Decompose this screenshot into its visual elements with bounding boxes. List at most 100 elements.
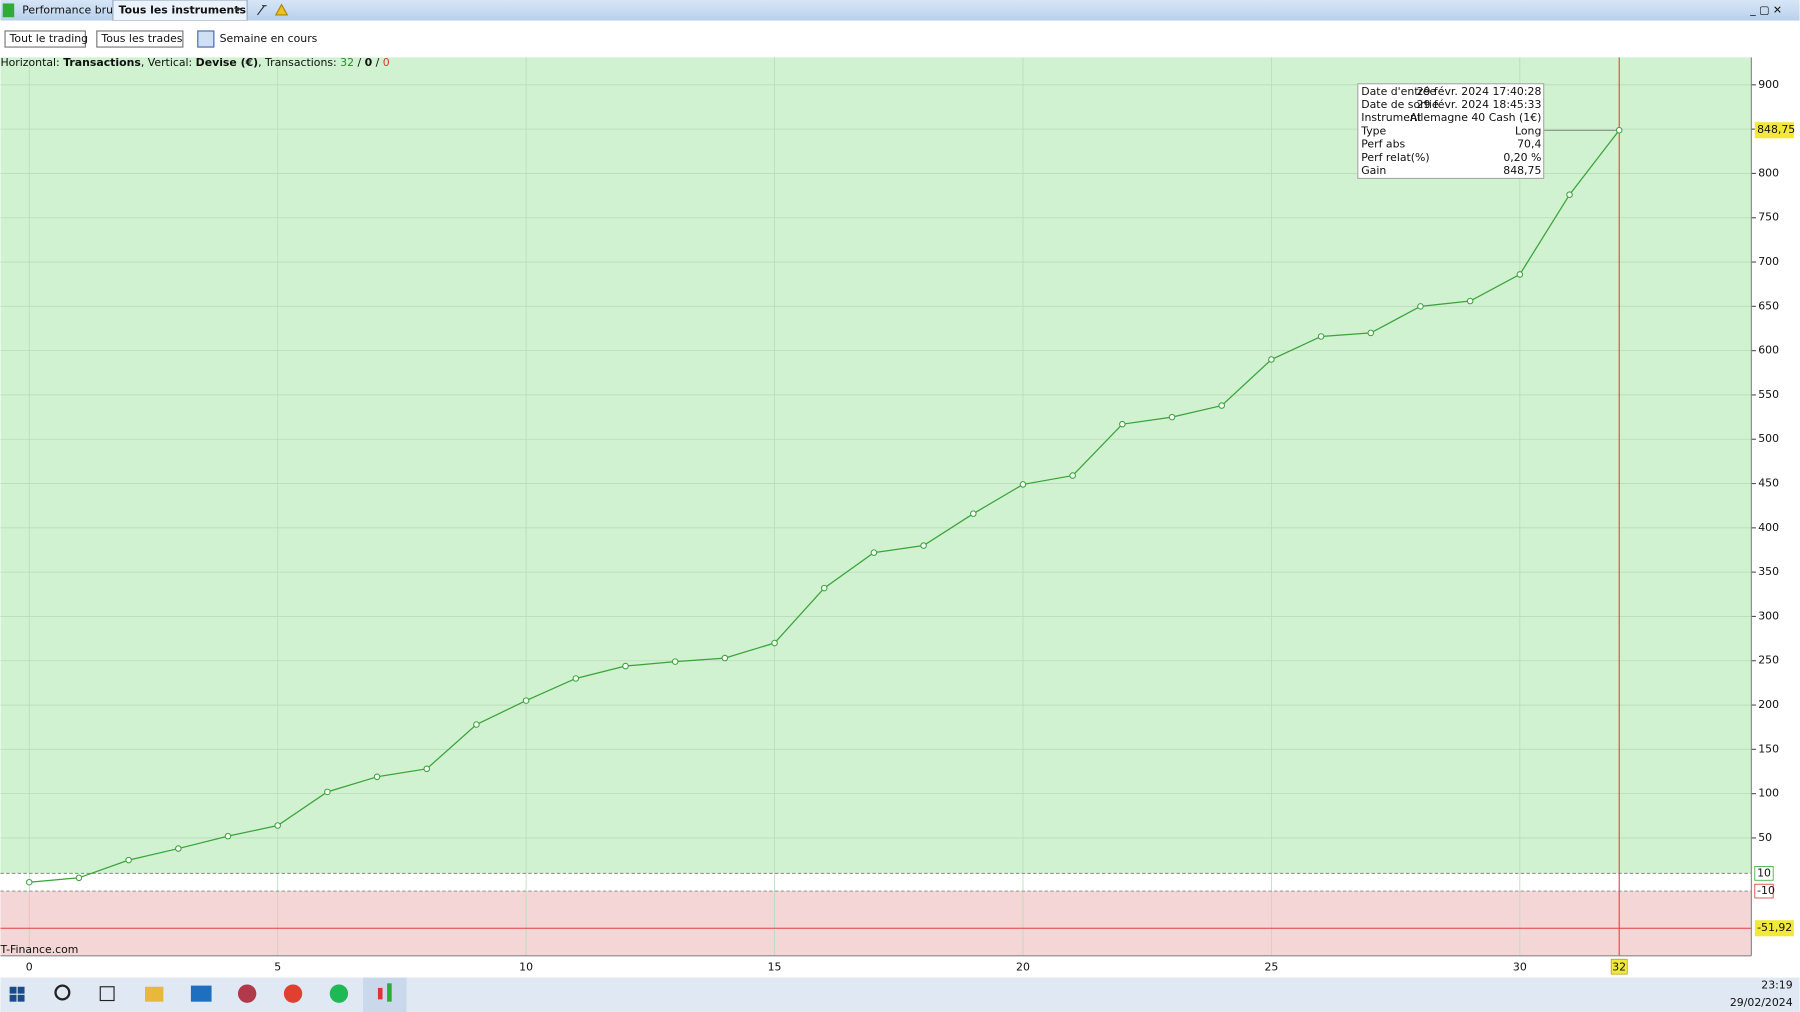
point	[1317, 333, 1325, 340]
y-tick-label: 350	[1758, 565, 1779, 578]
tab[interactable]: Tous les instruments	[119, 3, 246, 16]
info-part: , Transactions:	[258, 56, 340, 69]
point	[1168, 413, 1176, 421]
tooltip-value: Allemagne 40 Cash (1€)	[1410, 111, 1541, 124]
y-tick-label: 200	[1758, 698, 1779, 711]
taskbar-icons	[9, 977, 407, 1012]
spotify-icon[interactable]	[329, 984, 349, 1003]
axis-area	[1751, 57, 1800, 978]
point	[75, 874, 83, 882]
point	[373, 773, 381, 781]
neutral-zone	[0, 873, 1752, 892]
filter-label: Tous les trades	[100, 32, 182, 45]
chart: 5010015020025030035040045050055060065070…	[0, 56, 1800, 978]
info-part: Devise (€)	[196, 56, 258, 69]
point	[920, 542, 927, 549]
point	[721, 654, 729, 662]
point	[1615, 126, 1623, 134]
y-tick-label: 800	[1758, 166, 1779, 179]
point	[970, 510, 977, 517]
info-part: Transactions	[63, 56, 141, 69]
tab[interactable]: Performance brute	[22, 3, 124, 16]
taskview-icon[interactable]	[99, 986, 115, 1002]
start-icon[interactable]	[17, 986, 25, 994]
taskbar	[0, 977, 1800, 1012]
point	[1069, 472, 1076, 479]
tooltip-value: 70,4	[1517, 138, 1541, 151]
y-tick-label: 50	[1758, 831, 1772, 844]
point	[224, 832, 232, 840]
tooltip-value: 848,75	[1503, 164, 1541, 177]
point	[1516, 271, 1524, 278]
y-tick-label: 250	[1758, 654, 1779, 667]
filter-button[interactable]	[96, 30, 184, 48]
clock-time: 23:19	[1761, 979, 1792, 992]
zone-label: -10	[1757, 884, 1775, 897]
cursor-x-box	[1610, 958, 1628, 975]
prorealtime-icon	[387, 983, 392, 1002]
x-tick-label: 25	[1264, 960, 1278, 973]
x-tick-label: 30	[1513, 960, 1527, 973]
y-tick-label: 400	[1758, 521, 1779, 534]
start-icon[interactable]	[17, 994, 25, 1002]
zone-label-box	[1754, 866, 1774, 881]
x-tick-label: 0	[26, 960, 33, 973]
point	[125, 856, 132, 864]
tooltip-key: Perf relat(%)	[1361, 151, 1429, 164]
search-icon[interactable]	[54, 984, 71, 1001]
info-part: /	[372, 56, 383, 69]
app-icon[interactable]	[237, 984, 257, 1003]
y-tick-label: 550	[1758, 388, 1779, 401]
explorer-icon[interactable]	[145, 986, 164, 1002]
y-tick-label: 650	[1758, 299, 1779, 312]
x-tick-label: 10	[519, 960, 533, 973]
point	[671, 658, 679, 665]
point	[175, 845, 182, 852]
tooltip-value: Long	[1515, 124, 1541, 137]
calendar-icon[interactable]	[197, 30, 215, 48]
info-part: 32	[340, 56, 354, 69]
point	[1218, 402, 1225, 409]
drawdown-label-box	[1754, 920, 1794, 937]
zone-label: 10	[1757, 866, 1771, 879]
y-tick-label: 450	[1758, 477, 1779, 490]
active-app[interactable]	[363, 977, 407, 1012]
app-icon	[2, 3, 15, 18]
point	[1566, 191, 1573, 198]
y-tick-label: 700	[1758, 255, 1779, 268]
period-label[interactable]: Semaine en cours	[220, 32, 318, 45]
warning-icon[interactable]	[274, 3, 289, 16]
clock-date: 29/02/2024	[1730, 996, 1793, 1009]
tooltip-value: 29 févr. 2024 17:40:28	[1417, 85, 1542, 98]
y-tick-label: 900	[1758, 78, 1779, 91]
start-icon[interactable]	[9, 994, 17, 1002]
mail-icon[interactable]	[190, 985, 212, 1002]
zone-label-box	[1754, 883, 1774, 899]
point	[820, 584, 828, 592]
tooltip-value: 29 févr. 2024 18:45:33	[1417, 98, 1542, 111]
dropdown-arrow	[234, 8, 242, 12]
y-tick-label: 100	[1758, 787, 1779, 800]
y-tick-label: 500	[1758, 432, 1779, 445]
cursor-x-label: 32	[1612, 960, 1626, 973]
window-controls[interactable]: _ ▢ ✕	[1749, 3, 1782, 16]
x-tick-label: 5	[274, 960, 281, 973]
filter-button[interactable]	[4, 30, 86, 48]
x-tick-label: 20	[1016, 960, 1030, 973]
cursor-y-box	[1754, 122, 1794, 139]
point	[473, 721, 480, 728]
tool-icon[interactable]	[257, 5, 267, 16]
info-part: Horizontal:	[0, 56, 63, 69]
title-bar	[0, 0, 1800, 21]
start-icon[interactable]	[9, 986, 17, 994]
tooltip-key: Date d'entrée	[1361, 85, 1436, 98]
tooltip	[1357, 83, 1545, 179]
watermark: T-Finance.com	[0, 943, 78, 956]
info-part: , Vertical:	[141, 56, 196, 69]
info-part: /	[354, 56, 365, 69]
chrome-icon[interactable]	[283, 984, 303, 1003]
point	[1019, 481, 1027, 488]
point	[522, 697, 530, 704]
profit-zone	[0, 57, 1752, 874]
